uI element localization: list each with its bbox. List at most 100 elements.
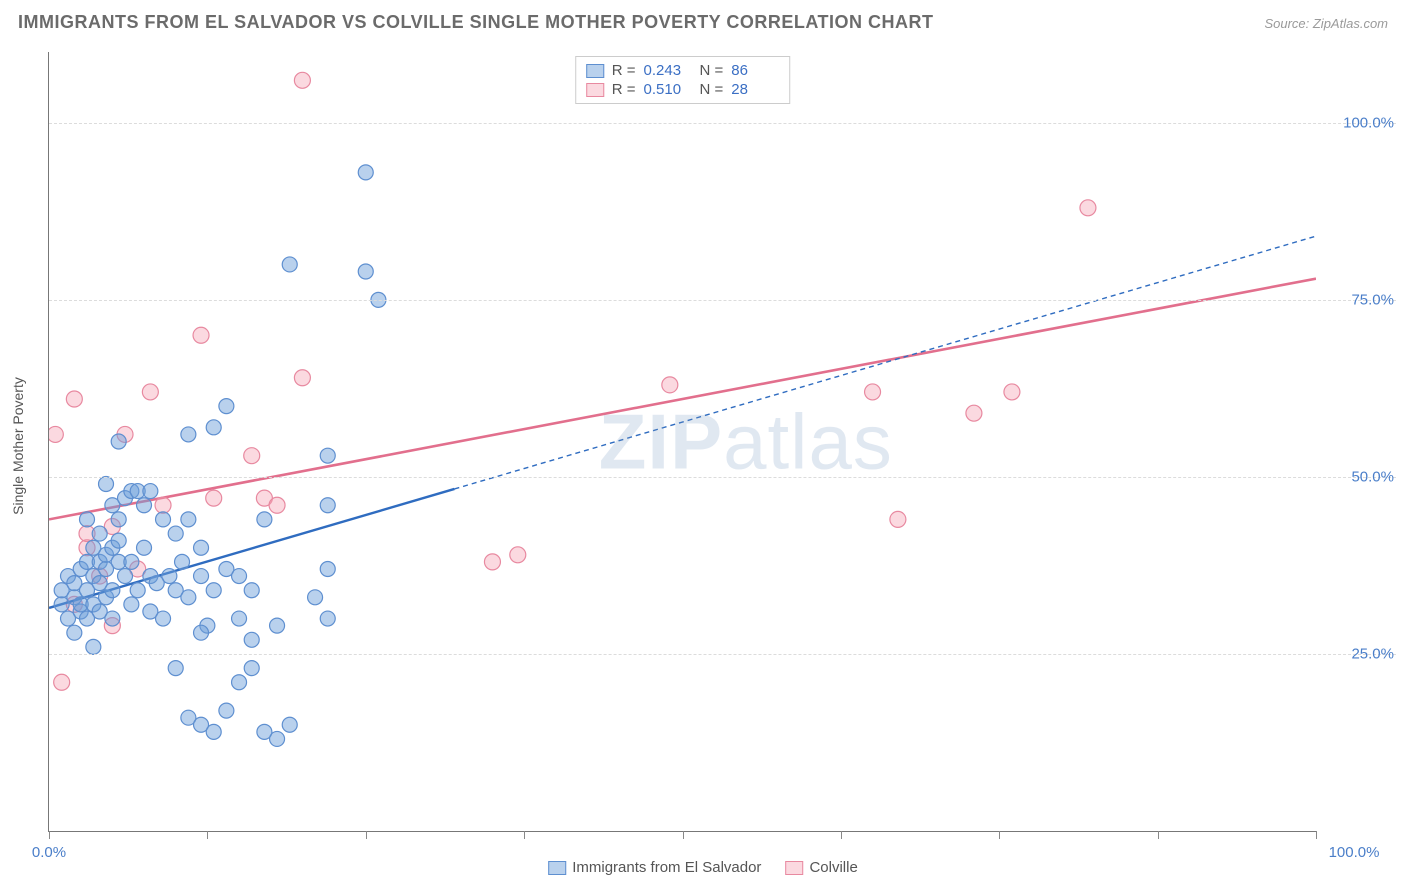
scatter-point-a xyxy=(111,434,126,449)
scatter-point-a xyxy=(111,533,126,548)
y-tick-label: 100.0% xyxy=(1343,114,1394,131)
scatter-point-a xyxy=(270,618,285,633)
scatter-plot-svg xyxy=(49,52,1316,831)
scatter-point-a xyxy=(244,632,259,647)
series-a-label: Immigrants from El Salvador xyxy=(572,859,761,876)
scatter-point-b xyxy=(662,377,678,393)
legend-row-series-b: R = 0.510 N = 28 xyxy=(586,80,780,99)
scatter-point-a xyxy=(67,625,82,640)
r-value-a: 0.243 xyxy=(644,62,692,79)
scatter-point-a xyxy=(194,625,209,640)
x-tick xyxy=(999,831,1000,839)
gridline xyxy=(49,654,1396,655)
scatter-point-b xyxy=(54,674,70,690)
scatter-point-a xyxy=(257,512,272,527)
scatter-point-a xyxy=(358,165,373,180)
x-tick xyxy=(366,831,367,839)
y-tick-label: 50.0% xyxy=(1351,468,1394,485)
scatter-point-b xyxy=(269,497,285,513)
series-legend: Immigrants from El Salvador Colville xyxy=(548,859,858,876)
scatter-point-a xyxy=(194,540,209,555)
scatter-point-b xyxy=(510,547,526,563)
y-tick-label: 25.0% xyxy=(1351,645,1394,662)
scatter-point-a xyxy=(308,590,323,605)
scatter-point-a xyxy=(130,583,145,598)
scatter-point-a xyxy=(206,724,221,739)
scatter-point-b xyxy=(49,426,63,442)
scatter-point-a xyxy=(111,512,126,527)
n-value-a: 86 xyxy=(731,62,779,79)
scatter-point-b xyxy=(66,391,82,407)
scatter-point-a xyxy=(282,257,297,272)
swatch-series-b-bottom xyxy=(785,861,803,875)
plot-area: R = 0.243 N = 86 R = 0.510 N = 28 ZIPatl… xyxy=(48,52,1316,832)
scatter-point-b xyxy=(142,384,158,400)
x-tick xyxy=(207,831,208,839)
gridline xyxy=(49,300,1396,301)
y-axis-label: Single Mother Poverty xyxy=(10,377,26,515)
scatter-point-a xyxy=(137,540,152,555)
scatter-point-b xyxy=(244,448,260,464)
scatter-point-a xyxy=(86,639,101,654)
legend-item-b: Colville xyxy=(785,859,857,876)
scatter-point-a xyxy=(206,420,221,435)
n-label: N = xyxy=(700,62,724,79)
scatter-point-a xyxy=(206,583,221,598)
series-b-label: Colville xyxy=(809,859,857,876)
scatter-point-b xyxy=(155,497,171,513)
scatter-point-a xyxy=(232,611,247,626)
scatter-point-b xyxy=(966,405,982,421)
x-tick xyxy=(524,831,525,839)
scatter-point-a xyxy=(99,476,114,491)
scatter-point-a xyxy=(156,611,171,626)
scatter-point-b xyxy=(294,370,310,386)
n-label: N = xyxy=(700,81,724,98)
scatter-point-a xyxy=(181,512,196,527)
swatch-series-a xyxy=(586,64,604,78)
scatter-point-a xyxy=(232,675,247,690)
gridline xyxy=(49,477,1396,478)
scatter-point-a xyxy=(156,512,171,527)
source-attribution: Source: ZipAtlas.com xyxy=(1264,16,1388,31)
scatter-point-a xyxy=(320,448,335,463)
scatter-point-a xyxy=(124,597,139,612)
scatter-point-a xyxy=(358,264,373,279)
scatter-point-a xyxy=(194,569,209,584)
scatter-point-a xyxy=(143,484,158,499)
x-tick-label: 0.0% xyxy=(32,844,66,861)
scatter-point-a xyxy=(244,583,259,598)
scatter-point-a xyxy=(162,569,177,584)
scatter-point-a xyxy=(270,731,285,746)
scatter-point-b xyxy=(1080,200,1096,216)
scatter-point-a xyxy=(168,526,183,541)
scatter-point-b xyxy=(1004,384,1020,400)
legend-row-series-a: R = 0.243 N = 86 xyxy=(586,61,780,80)
scatter-point-b xyxy=(484,554,500,570)
r-label: R = xyxy=(612,62,636,79)
scatter-point-a xyxy=(105,583,120,598)
scatter-point-b xyxy=(193,327,209,343)
y-tick-label: 75.0% xyxy=(1351,291,1394,308)
scatter-point-a xyxy=(105,611,120,626)
r-label: R = xyxy=(612,81,636,98)
scatter-point-a xyxy=(181,427,196,442)
scatter-point-a xyxy=(232,569,247,584)
gridline xyxy=(49,123,1396,124)
scatter-point-a xyxy=(80,512,95,527)
x-tick xyxy=(49,831,50,839)
x-tick-label: 100.0% xyxy=(1329,844,1380,861)
scatter-point-a xyxy=(181,590,196,605)
x-tick xyxy=(841,831,842,839)
x-tick xyxy=(1158,831,1159,839)
scatter-point-a xyxy=(168,661,183,676)
scatter-point-a xyxy=(118,569,133,584)
r-value-b: 0.510 xyxy=(644,81,692,98)
scatter-point-a xyxy=(124,554,139,569)
scatter-point-a xyxy=(137,498,152,513)
scatter-point-b xyxy=(294,72,310,88)
scatter-point-a xyxy=(282,717,297,732)
x-tick xyxy=(683,831,684,839)
scatter-point-a xyxy=(320,498,335,513)
scatter-point-a xyxy=(219,703,234,718)
scatter-point-a xyxy=(175,554,190,569)
